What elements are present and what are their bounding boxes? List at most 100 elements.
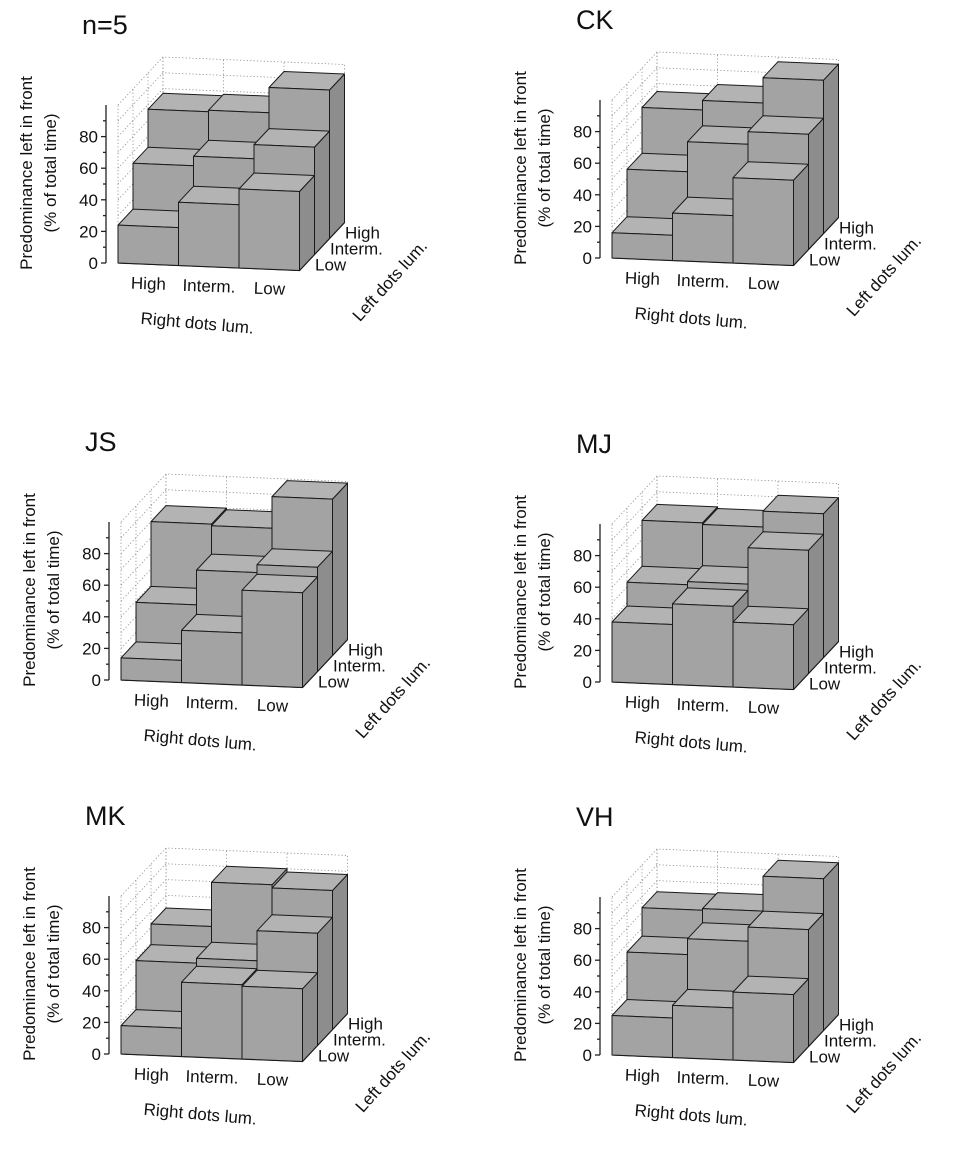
y-category-label: High <box>345 224 380 243</box>
x-category-label: High <box>131 274 167 294</box>
z-tick-label: 0 <box>92 1045 101 1064</box>
gridline <box>611 491 839 541</box>
bars <box>120 865 348 1062</box>
z-axis-title-units: (% of total time) <box>535 108 554 227</box>
z-tick-label: 0 <box>583 673 592 692</box>
z-axis-title-units: (% of total time) <box>41 113 60 232</box>
z-tick-label: 80 <box>573 547 592 566</box>
z-tick-label: 80 <box>82 919 101 938</box>
panel-title: n=5 <box>82 10 128 40</box>
z-tick-label: 80 <box>82 545 101 564</box>
z-tick-label: 60 <box>573 951 592 970</box>
x-axis-title: Right dots lum. <box>143 1100 258 1129</box>
x-category-label: High <box>134 691 170 711</box>
z-tick-label: 20 <box>79 222 98 241</box>
bars <box>120 480 348 688</box>
x-category-label: High <box>625 269 661 289</box>
gridline <box>120 489 348 539</box>
z-tick-label: 60 <box>573 154 592 173</box>
x-category-label: Low <box>748 1071 781 1091</box>
z-tick-label: 80 <box>573 123 592 142</box>
gridline <box>120 863 348 913</box>
y-category-label: Low <box>809 1048 841 1067</box>
z-tick-label: 0 <box>92 671 101 690</box>
y-category-label: Low <box>318 1047 350 1066</box>
gridline <box>611 67 839 117</box>
z-axis-title-units: (% of total time) <box>535 905 554 1024</box>
bar-front <box>181 981 243 1060</box>
gridline <box>120 473 348 523</box>
z-tick-label: 40 <box>573 610 592 629</box>
x-category-label: Interm. <box>676 1068 730 1089</box>
bar-side <box>317 550 333 672</box>
z-tick-label: 80 <box>573 920 592 939</box>
panel-title: VH <box>576 802 614 832</box>
z-axis-title: Predominance left in front <box>20 867 39 1061</box>
panel-title: CK <box>576 5 614 35</box>
bar <box>241 969 318 1062</box>
x-category-label: High <box>134 1065 170 1085</box>
bar-front <box>672 1004 734 1061</box>
z-tick-label: 60 <box>573 578 592 597</box>
x-axis-title: Right dots lum. <box>143 726 258 755</box>
bar-front <box>611 232 673 261</box>
bar-side <box>808 533 824 674</box>
bar <box>238 172 315 271</box>
bar-side <box>793 163 809 266</box>
bar-front <box>732 991 794 1063</box>
bars <box>611 494 839 690</box>
bar-side <box>314 130 330 255</box>
z-tick-label: 60 <box>79 159 98 178</box>
bar-front <box>732 177 794 266</box>
bar-side <box>302 576 318 688</box>
bar-front <box>611 621 673 685</box>
x-category-label: Interm. <box>185 1067 239 1088</box>
bar-side <box>332 874 348 1030</box>
bars <box>611 61 839 266</box>
gridline <box>611 848 839 898</box>
bar-side <box>808 913 824 1047</box>
z-tick-label: 40 <box>79 191 98 210</box>
y-category-label: Interm. <box>824 1032 877 1051</box>
bars <box>117 71 345 271</box>
z-axis-title-units: (% of total time) <box>44 904 63 1023</box>
bar-front <box>238 188 300 271</box>
z-tick-label: 20 <box>82 639 101 658</box>
z-axis-title: Predominance left in front <box>511 868 530 1062</box>
bar-front <box>732 621 794 690</box>
bar-front <box>120 1025 182 1057</box>
gridline <box>120 847 348 897</box>
y-category-label: Low <box>315 256 347 275</box>
z-tick-label: 0 <box>89 254 98 273</box>
x-category-label: Interm. <box>185 693 239 714</box>
z-tick-label: 20 <box>573 641 592 660</box>
z-axis-title: Predominance left in front <box>20 493 39 687</box>
y-category-label: Low <box>809 251 841 270</box>
x-axis-title: Right dots lum. <box>140 309 255 338</box>
y-category-label: Low <box>809 675 841 694</box>
y-category-label: Interm. <box>333 1031 386 1050</box>
x-category-label: Low <box>748 274 781 294</box>
gridline <box>117 72 345 122</box>
z-tick-label: 40 <box>573 186 592 205</box>
z-tick-label: 40 <box>82 608 101 627</box>
bar-front <box>120 657 182 683</box>
z-tick-label: 40 <box>573 983 592 1002</box>
z-tick-label: 40 <box>82 982 101 1001</box>
panel-title: MK <box>85 801 126 831</box>
bar-front <box>241 589 303 688</box>
z-tick-label: 0 <box>583 1046 592 1065</box>
z-axis-title-units: (% of total time) <box>44 530 63 649</box>
bar-front <box>178 201 240 269</box>
bars <box>611 859 839 1063</box>
gridline <box>120 894 348 944</box>
x-category-label: Interm. <box>676 271 730 292</box>
x-category-label: High <box>625 693 661 713</box>
bar <box>241 573 318 688</box>
panel-title: JS <box>85 427 117 457</box>
z-axis-title: Predominance left in front <box>511 495 530 689</box>
z-tick-label: 20 <box>573 217 592 236</box>
